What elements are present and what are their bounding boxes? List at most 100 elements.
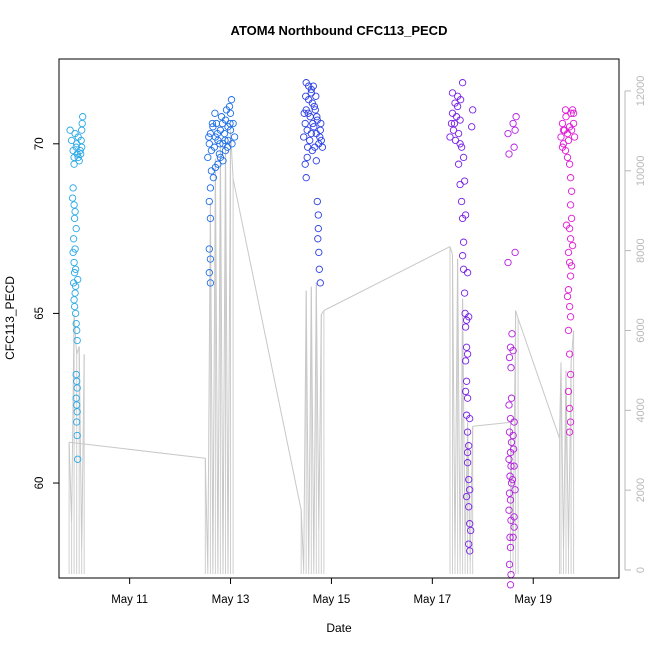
data-point bbox=[506, 496, 515, 504]
x-tick-label: May 17 bbox=[413, 594, 451, 606]
data-point bbox=[210, 143, 219, 151]
data-point bbox=[312, 92, 320, 100]
data-point bbox=[462, 316, 471, 324]
data-point bbox=[70, 302, 79, 311]
data-point bbox=[316, 133, 324, 141]
y-tick-label: 70 bbox=[34, 137, 46, 150]
data-point bbox=[311, 106, 319, 114]
data-point bbox=[306, 136, 314, 145]
data-point bbox=[73, 418, 81, 426]
data-point bbox=[567, 214, 576, 223]
data-point bbox=[69, 184, 77, 192]
data-point bbox=[447, 119, 456, 128]
data-point bbox=[309, 82, 317, 90]
data-point bbox=[208, 119, 217, 128]
data-point bbox=[446, 133, 454, 141]
secondary-y-tick-label: 8000 bbox=[635, 238, 647, 262]
data-point bbox=[507, 462, 515, 470]
data-point bbox=[468, 123, 476, 131]
data-point bbox=[230, 133, 239, 141]
data-point bbox=[456, 116, 464, 124]
data-point bbox=[71, 282, 80, 290]
data-point bbox=[300, 133, 308, 141]
secondary-y-tick-label: 0 bbox=[635, 567, 647, 573]
data-point bbox=[459, 238, 468, 246]
secondary-y-tick-label: 4000 bbox=[635, 398, 647, 422]
data-point bbox=[463, 428, 472, 436]
data-point bbox=[506, 543, 515, 552]
data-point bbox=[214, 160, 222, 168]
data-point bbox=[314, 211, 322, 219]
data-point bbox=[307, 129, 315, 138]
data-point bbox=[463, 448, 472, 457]
data-point bbox=[73, 431, 81, 440]
data-point bbox=[569, 119, 578, 128]
data-point bbox=[73, 326, 81, 335]
data-point bbox=[505, 150, 513, 158]
data-point bbox=[313, 113, 321, 121]
y-axis: 60 65 70 bbox=[34, 137, 59, 489]
data-point bbox=[564, 286, 573, 294]
data-point bbox=[508, 475, 517, 484]
data-point bbox=[316, 279, 324, 287]
chart-title: ATOM4 Northbound CFC113_PECD bbox=[231, 23, 448, 38]
data-point bbox=[456, 96, 465, 104]
data-point bbox=[566, 201, 575, 209]
data-point bbox=[209, 174, 218, 182]
data-point bbox=[457, 197, 466, 206]
secondary-y-tick-label: 10000 bbox=[635, 155, 647, 186]
data-point bbox=[505, 506, 513, 514]
data-point bbox=[510, 418, 518, 426]
data-point bbox=[317, 136, 325, 145]
data-point bbox=[566, 235, 575, 243]
data-point bbox=[461, 211, 470, 219]
data-point bbox=[314, 224, 322, 233]
altitude-profile-2 bbox=[204, 130, 234, 571]
x-axis: May 11 May 13 May 15 May 17 May 19 bbox=[111, 578, 552, 606]
data-point bbox=[206, 255, 215, 263]
data-point bbox=[226, 109, 235, 117]
data-point bbox=[467, 526, 475, 535]
altitude-connector bbox=[323, 246, 451, 311]
x-axis-label: Date bbox=[326, 621, 352, 635]
data-point bbox=[466, 486, 474, 494]
data-point bbox=[318, 143, 327, 151]
data-point bbox=[313, 197, 321, 206]
data-point bbox=[510, 513, 518, 521]
data-point bbox=[505, 455, 513, 463]
data-point bbox=[72, 224, 80, 233]
data-point bbox=[507, 479, 516, 487]
data-point bbox=[460, 177, 469, 185]
data-point bbox=[566, 174, 575, 182]
data-point bbox=[206, 279, 215, 287]
x-tick-label: May 19 bbox=[514, 594, 552, 606]
data-point bbox=[566, 370, 575, 379]
data-point bbox=[218, 119, 227, 128]
data-point bbox=[67, 136, 76, 145]
altitude-profile-4 bbox=[449, 246, 474, 563]
data-point bbox=[77, 150, 85, 158]
data-point bbox=[565, 160, 574, 168]
data-point bbox=[454, 160, 463, 168]
data-point bbox=[315, 248, 323, 257]
data-point bbox=[66, 126, 74, 134]
data-point bbox=[450, 119, 459, 128]
data-point bbox=[565, 350, 574, 358]
data-point bbox=[462, 492, 471, 501]
data-point bbox=[205, 245, 213, 253]
data-point bbox=[454, 129, 463, 138]
data-point bbox=[310, 102, 318, 111]
data-point bbox=[225, 102, 234, 111]
data-point bbox=[466, 414, 474, 423]
data-point bbox=[511, 248, 519, 257]
data-point bbox=[566, 313, 575, 321]
data-point bbox=[505, 560, 514, 569]
data-point bbox=[509, 445, 518, 453]
altitude-profile-1 bbox=[68, 314, 85, 551]
data-point bbox=[507, 394, 516, 402]
data-point bbox=[206, 129, 215, 138]
data-point bbox=[463, 459, 472, 467]
data-point bbox=[302, 174, 310, 182]
altitude-connector bbox=[517, 318, 560, 439]
